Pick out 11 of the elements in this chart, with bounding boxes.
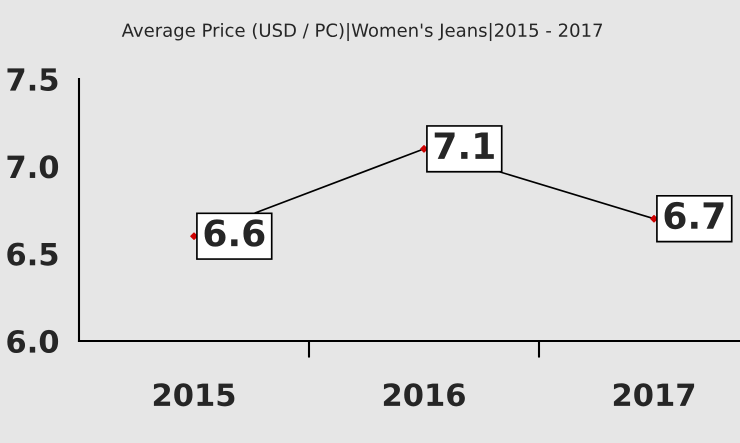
y-tick-label: 7.5 [7, 68, 58, 92]
data-label: 7.1 [434, 132, 494, 159]
y-tick-label: 7.0 [7, 155, 58, 178]
x-tick-label: 2017 [614, 383, 694, 406]
y-tick-label: 6.5 [7, 242, 58, 266]
y-tick-label: 6.0 [7, 330, 58, 354]
data-label: 6.7 [664, 202, 724, 230]
x-tick-label: 2015 [154, 383, 234, 406]
chart-title: Average Price (USD / PC)|Women's Jeans|2015 - 2017 [122, 22, 602, 42]
x-tick-label: 2016 [384, 383, 465, 406]
data-label: 6.6 [204, 219, 264, 247]
